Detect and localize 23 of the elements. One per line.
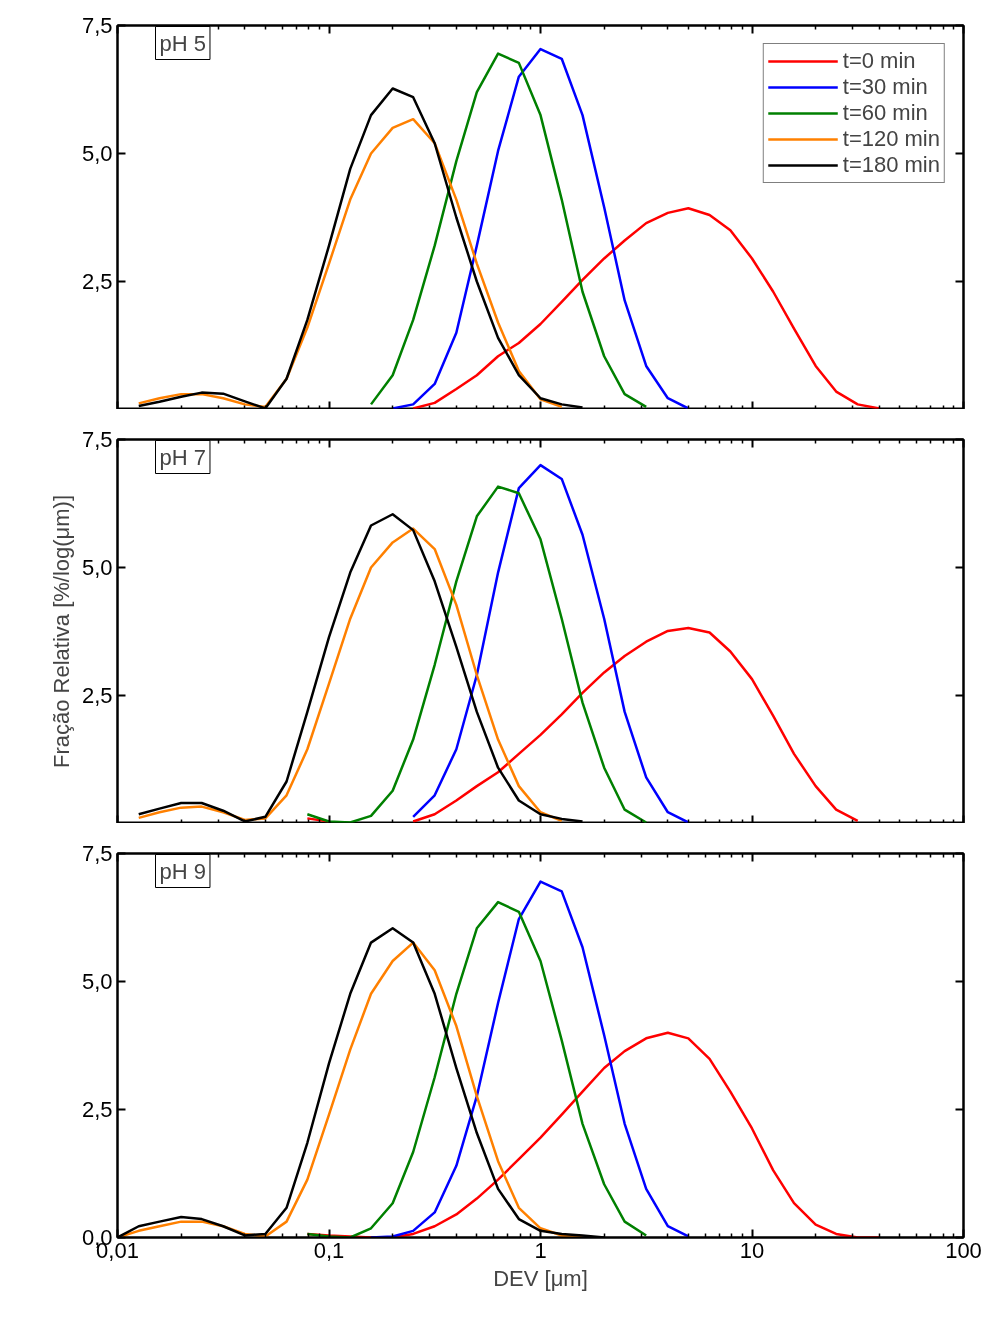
annotation: pH 5: [159, 30, 206, 56]
y-tick-label: 7,5: [81, 13, 113, 38]
y-tick-label: 5,0: [81, 141, 113, 166]
annotation: pH 9: [159, 858, 206, 884]
y-tick-label: 5,0: [81, 969, 113, 994]
y-tick-label: 7,5: [81, 427, 113, 452]
legend-label: t=120 min: [842, 126, 940, 152]
y-tick-label: 7,5: [81, 841, 113, 866]
x-tick-label: 10: [739, 1237, 765, 1263]
x-tick-label: 100: [945, 1237, 982, 1263]
legend-label: t=180 min: [842, 152, 940, 178]
y-tick-label: 5,0: [81, 555, 113, 580]
legend-label: t=30 min: [842, 74, 928, 100]
y-tick-label: 2,5: [81, 1097, 113, 1122]
x-tick-label: 0,1: [313, 1237, 345, 1263]
legend-label: t=0 min: [842, 48, 916, 74]
x-tick-label: 1: [534, 1237, 547, 1263]
x-axis-title: DEV [μm]: [493, 1265, 588, 1291]
y-axis-title: Fração Relativa [%/log(μm)]: [48, 494, 74, 769]
y-tick-label: 2,5: [81, 269, 113, 294]
legend-label: t=60 min: [842, 100, 928, 126]
y-tick-label: 2,5: [81, 683, 113, 708]
annotation: pH 7: [159, 444, 206, 470]
